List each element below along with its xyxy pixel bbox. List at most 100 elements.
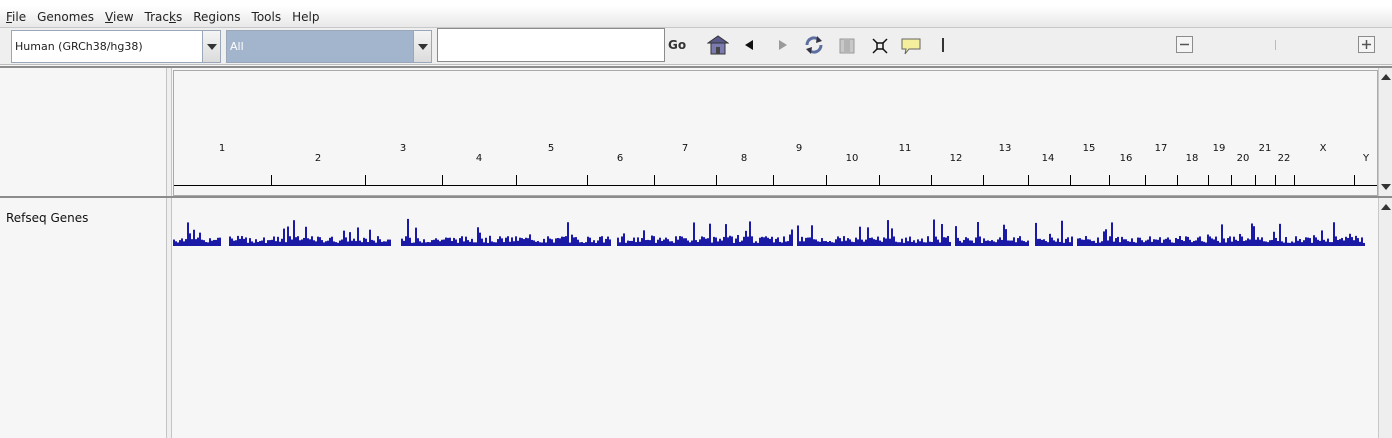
gene-density-bar xyxy=(383,241,385,246)
refseq-genes-track[interactable] xyxy=(173,198,1378,438)
zoom-out-icon[interactable] xyxy=(1176,36,1193,53)
gene-density-bar xyxy=(789,234,791,246)
zoom-in-icon[interactable] xyxy=(1358,36,1375,53)
refseq-genes-density-plot xyxy=(173,218,1365,246)
chromosome-label-13[interactable]: 13 xyxy=(998,143,1012,154)
gene-density-bar xyxy=(405,236,407,246)
chevron-down-icon[interactable] xyxy=(202,31,220,62)
chromosome-label-21[interactable]: 21 xyxy=(1258,143,1272,154)
menu-genomes[interactable]: Genomes xyxy=(37,9,95,24)
chromosome-label-3[interactable]: 3 xyxy=(399,143,407,154)
gene-density-bar xyxy=(565,236,567,246)
gene-density-bar xyxy=(749,221,751,246)
gene-density-bar xyxy=(579,242,581,246)
gene-density-bar xyxy=(233,240,235,246)
chromosome-label-22[interactable]: 22 xyxy=(1277,153,1291,164)
scroll-up-icon[interactable] xyxy=(1381,74,1391,80)
gene-density-bar xyxy=(719,238,721,246)
gene-density-bar xyxy=(847,238,849,246)
go-button[interactable]: Go xyxy=(668,38,687,52)
chromosome-label-10[interactable]: 10 xyxy=(845,153,859,164)
gene-density-bar xyxy=(1107,240,1109,246)
chromosome-label-17[interactable]: 17 xyxy=(1154,143,1168,154)
popup-info-icon[interactable] xyxy=(900,36,922,56)
gene-density-bar xyxy=(659,237,661,246)
gene-density-bar xyxy=(999,237,1001,246)
gene-density-bar xyxy=(385,241,387,246)
menu-regions[interactable]: Regions xyxy=(193,9,241,24)
gene-density-bar xyxy=(997,239,999,246)
gene-density-bar xyxy=(235,240,237,246)
gene-density-bar xyxy=(197,237,199,246)
gene-density-bar xyxy=(829,241,831,246)
region-of-interest-icon[interactable] xyxy=(837,36,857,56)
chromosome-boundary-tick xyxy=(931,175,932,185)
chromosome-dropdown[interactable]: All xyxy=(226,30,432,63)
chromosome-label-11[interactable]: 11 xyxy=(898,143,912,154)
chromosome-label-7[interactable]: 7 xyxy=(681,143,689,154)
scroll-up-icon[interactable] xyxy=(1381,204,1391,210)
chromosome-label-15[interactable]: 15 xyxy=(1082,143,1096,154)
menu-tools[interactable]: Tools xyxy=(251,9,282,24)
gene-density-bar xyxy=(1211,238,1213,246)
gene-density-bar xyxy=(1165,238,1167,246)
gene-density-bar xyxy=(1311,242,1313,246)
chevron-down-icon[interactable] xyxy=(413,31,431,62)
genome-dropdown[interactable]: Human (GRCh38/hg38) xyxy=(11,30,221,63)
refresh-icon[interactable] xyxy=(802,34,826,56)
chromosome-label-9[interactable]: 9 xyxy=(795,143,803,154)
gene-density-bar xyxy=(831,242,833,246)
back-arrow-icon[interactable] xyxy=(742,38,756,52)
gene-density-bar xyxy=(439,241,441,246)
gene-density-bar xyxy=(1203,241,1205,246)
gene-density-bar xyxy=(1283,242,1285,246)
gene-density-bar xyxy=(1343,240,1345,246)
chromosome-label-4[interactable]: 4 xyxy=(475,153,483,164)
ruler-scrollbar[interactable] xyxy=(1378,68,1392,196)
gene-density-bar xyxy=(553,242,555,246)
menu-help[interactable]: Help xyxy=(292,9,320,24)
gene-density-bar xyxy=(369,229,371,246)
gene-density-bar xyxy=(1289,242,1291,246)
zoom-slider-track[interactable] xyxy=(1275,40,1276,50)
gene-density-bar xyxy=(1281,241,1283,246)
chromosome-label-14[interactable]: 14 xyxy=(1041,153,1055,164)
track-scrollbar[interactable] xyxy=(1378,198,1392,438)
chromosome-label-6[interactable]: 6 xyxy=(616,153,624,164)
forward-arrow-icon[interactable] xyxy=(776,38,790,52)
chromosome-label-X[interactable]: X xyxy=(1319,143,1327,154)
scroll-down-icon[interactable] xyxy=(1381,184,1391,190)
menu-file[interactable]: File xyxy=(6,9,27,24)
chromosome-label-1[interactable]: 1 xyxy=(218,143,226,154)
chromosome-label-Y[interactable]: Y xyxy=(1362,153,1370,164)
gene-density-bar xyxy=(675,236,677,246)
chromosome-label-20[interactable]: 20 xyxy=(1236,153,1250,164)
chromosome-label-2[interactable]: 2 xyxy=(314,153,322,164)
chromosome-ruler[interactable]: 1 2 3 4 5 6 7 8 9 10 11 12 13 14 15 16 17 18 19 20 21 22 X Y xyxy=(173,70,1378,196)
locus-search-input[interactable] xyxy=(437,28,665,62)
gene-density-bar xyxy=(247,242,249,246)
home-icon[interactable] xyxy=(706,34,730,56)
gene-density-bar xyxy=(607,236,609,246)
menu-view[interactable]: View xyxy=(105,9,134,24)
gene-density-bar xyxy=(739,241,741,246)
gene-density-bar xyxy=(605,238,607,246)
gene-density-bar xyxy=(599,236,601,246)
chromosome-label-19[interactable]: 19 xyxy=(1212,143,1226,154)
chromosome-label-5[interactable]: 5 xyxy=(547,143,555,154)
chromosome-label-18[interactable]: 18 xyxy=(1185,153,1199,164)
genome-dropdown-value: Human (GRCh38/hg38) xyxy=(15,40,143,53)
chromosome-label-8[interactable]: 8 xyxy=(740,153,748,164)
chromosome-label-12[interactable]: 12 xyxy=(949,153,963,164)
gene-density-bar xyxy=(583,242,585,246)
track-name-refseq-genes[interactable]: Refseq Genes xyxy=(6,211,89,225)
menu-tracks[interactable]: Tracks xyxy=(144,9,183,24)
gene-density-bar xyxy=(709,223,711,246)
gene-density-bar xyxy=(871,237,873,246)
fit-to-window-icon[interactable] xyxy=(870,36,890,56)
chromosome-label-16[interactable]: 16 xyxy=(1119,153,1133,164)
gene-density-bar xyxy=(877,236,879,246)
gene-density-bar xyxy=(639,241,641,246)
gene-density-bar xyxy=(763,237,765,246)
gene-density-bar xyxy=(1099,242,1101,246)
